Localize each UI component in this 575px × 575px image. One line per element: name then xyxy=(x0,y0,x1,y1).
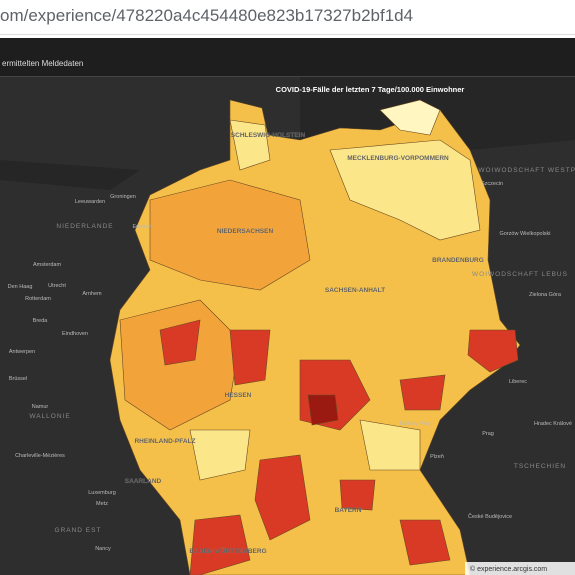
place-label: Rotterdam xyxy=(25,296,51,302)
state-label: SCHLESWIG-HOLSTEIN xyxy=(231,132,306,139)
region-orange xyxy=(119,299,241,431)
map-title: COVID-19-Fälle der letzten 7 Tage/100.00… xyxy=(276,85,465,94)
region-darkred xyxy=(307,394,339,426)
region-red xyxy=(229,329,271,386)
place-label: Luxemburg xyxy=(88,490,116,496)
region-label: NIEDERLANDE xyxy=(56,223,113,230)
place-label: Nancy xyxy=(95,546,111,552)
state-label: BADEN-WÜRTTEMBERG xyxy=(189,546,266,555)
header-title: ermittelten Meldedaten xyxy=(2,59,84,68)
header: ermittelten Meldedaten xyxy=(0,38,575,77)
state-label: BRANDENBURG xyxy=(432,257,484,264)
region-red xyxy=(159,319,201,366)
attribution-bg xyxy=(465,562,575,575)
place-label: Plzeň xyxy=(430,454,444,460)
region-light xyxy=(189,429,251,481)
region-red xyxy=(399,519,451,566)
place-label: Karlovy Vary xyxy=(400,421,431,427)
sea xyxy=(300,77,575,150)
region-orange xyxy=(149,179,311,291)
state-label: MECKLENBURG-VORPOMMERN xyxy=(347,155,449,162)
region-label: TSCHECHIEN xyxy=(514,463,566,470)
region-red xyxy=(399,374,446,411)
state-label: NIEDERSACHSEN xyxy=(217,228,274,235)
labels: SCHLESWIG-HOLSTEIN MECKLENBURG-VORPOMMERN… xyxy=(8,132,575,555)
place-label: Metz xyxy=(96,501,108,507)
place-label: Utrecht xyxy=(48,283,66,289)
url[interactable]: om/experience/478220a4c454480e823b17327b… xyxy=(0,6,414,25)
region-label: WALLONIE xyxy=(29,413,70,420)
place-label: Liberec xyxy=(509,379,527,385)
place-label: Charleville-Mézières xyxy=(15,453,65,459)
place-label: Breda xyxy=(33,318,49,324)
region-lightest xyxy=(379,99,441,136)
place-label: Arnhem xyxy=(82,291,102,297)
region-light xyxy=(359,419,421,471)
place-label: Antwerpen xyxy=(9,349,35,355)
region-label: WOIWODSCHAFT WESTPOMMERN xyxy=(478,167,575,174)
region-light xyxy=(329,139,481,241)
region-label: WOIWODSCHAFT LEBUS xyxy=(472,271,568,278)
region-red xyxy=(254,454,311,541)
sea xyxy=(0,160,140,190)
state-label: RHEINLAND-PFALZ xyxy=(134,438,195,445)
url-bar[interactable]: om/experience/478220a4c454480e823b17327b… xyxy=(0,0,575,35)
region-label: GRAND EST xyxy=(55,527,102,534)
map: COVID-19-Fälle der letzten 7 Tage/100.00… xyxy=(0,77,575,575)
region-red xyxy=(467,329,519,373)
place-label: Eindhoven xyxy=(62,331,88,337)
attribution: © experience.arcgis.com xyxy=(470,565,547,573)
place-label: Szczecin xyxy=(481,181,503,187)
place-label: Hradec Králové xyxy=(534,421,572,427)
place-label: Prag xyxy=(482,431,494,437)
place-label: Gorzów Wielkopolski xyxy=(499,231,550,237)
place-label: České Budějovice xyxy=(468,513,512,520)
germany xyxy=(109,99,521,575)
place-label: Leeuwarden xyxy=(75,199,105,205)
state-label: SACHSEN-ANHALT xyxy=(325,287,385,294)
state-label: HESSEN xyxy=(225,392,252,399)
state-label: BAYERN xyxy=(335,507,362,514)
place-label: Groningen xyxy=(110,194,136,200)
region-light xyxy=(229,119,271,171)
place-label: Amsterdam xyxy=(33,262,62,268)
place-label: Emmen xyxy=(133,224,152,230)
place-label: Brüssel xyxy=(9,376,27,382)
region-red xyxy=(189,514,251,575)
state-label: SAARLAND xyxy=(125,478,162,485)
region-red xyxy=(339,479,376,511)
place-label: Zielona Góra xyxy=(529,292,562,298)
place-label: Den Haag xyxy=(8,284,33,290)
place-label: Namur xyxy=(32,404,49,410)
